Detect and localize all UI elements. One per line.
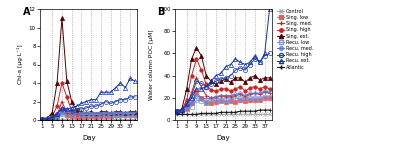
Y-axis label: Water column POC [μM]: Water column POC [μM]: [149, 29, 154, 100]
X-axis label: Day: Day: [82, 135, 96, 141]
Y-axis label: Chl-a [μg·L⁻¹]: Chl-a [μg·L⁻¹]: [17, 45, 23, 84]
Text: A: A: [22, 7, 30, 17]
Legend: Control, Sing. low, Sing. med., Sing. high, Sing. ext., Recu. low, Recu. med., R: Control, Sing. low, Sing. med., Sing. hi…: [275, 7, 315, 72]
Text: B: B: [157, 7, 164, 17]
X-axis label: Day: Day: [216, 135, 230, 141]
